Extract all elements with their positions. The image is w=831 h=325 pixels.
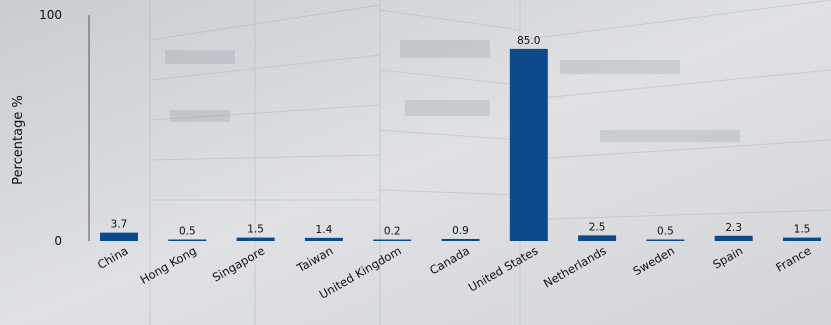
category-label-canada: Canada (427, 243, 472, 277)
value-label-spain: 2.3 (725, 222, 742, 234)
value-label-france: 1.5 (794, 224, 811, 236)
y-tick-label-0: 0 (54, 234, 62, 248)
bar-hong-kong (168, 239, 207, 241)
bar-netherlands (578, 235, 617, 241)
bar-singapore (236, 237, 275, 241)
category-label-spain: Spain (710, 243, 745, 271)
category-label-hong-kong: Hong Kong (138, 243, 199, 286)
bar-canada (441, 238, 480, 241)
category-label-united-states: United States (466, 243, 540, 294)
value-label-united-states: 85.0 (517, 35, 540, 47)
y-axis-title: Percentage % (11, 95, 26, 185)
value-labels: 3.7 0.5 1.5 1.4 0.2 0.9 85.0 2.5 0.5 2.3 1.5 (111, 35, 811, 238)
category-label-sweden: Sweden (631, 243, 677, 278)
bar-united-states (509, 48, 548, 242)
value-label-hong-kong: 0.5 (179, 226, 196, 238)
y-tick-label-1: 100 (39, 8, 62, 22)
category-label-taiwan: Taiwan (294, 243, 336, 275)
bar-taiwan (304, 237, 343, 241)
value-label-singapore: 1.5 (247, 224, 264, 236)
category-label-china: China (95, 243, 130, 272)
value-label-canada: 0.9 (452, 225, 469, 237)
bars (100, 48, 821, 242)
category-label-france: France (773, 243, 813, 274)
category-label-singapore: Singapore (210, 243, 267, 284)
y-axis-ticks: 0 100 (39, 8, 62, 248)
bar-france (783, 237, 821, 241)
value-label-netherlands: 2.5 (589, 221, 606, 233)
value-label-china: 3.7 (111, 219, 128, 231)
value-label-taiwan: 1.4 (316, 224, 333, 236)
bar-united-kingdom (373, 239, 412, 241)
value-label-united-kingdom: 0.2 (384, 226, 401, 238)
bar-sweden (646, 239, 685, 241)
bar-spain (714, 235, 753, 241)
value-label-sweden: 0.5 (657, 226, 674, 238)
category-label-netherlands: Netherlands (541, 243, 609, 290)
bar-china (100, 232, 138, 241)
